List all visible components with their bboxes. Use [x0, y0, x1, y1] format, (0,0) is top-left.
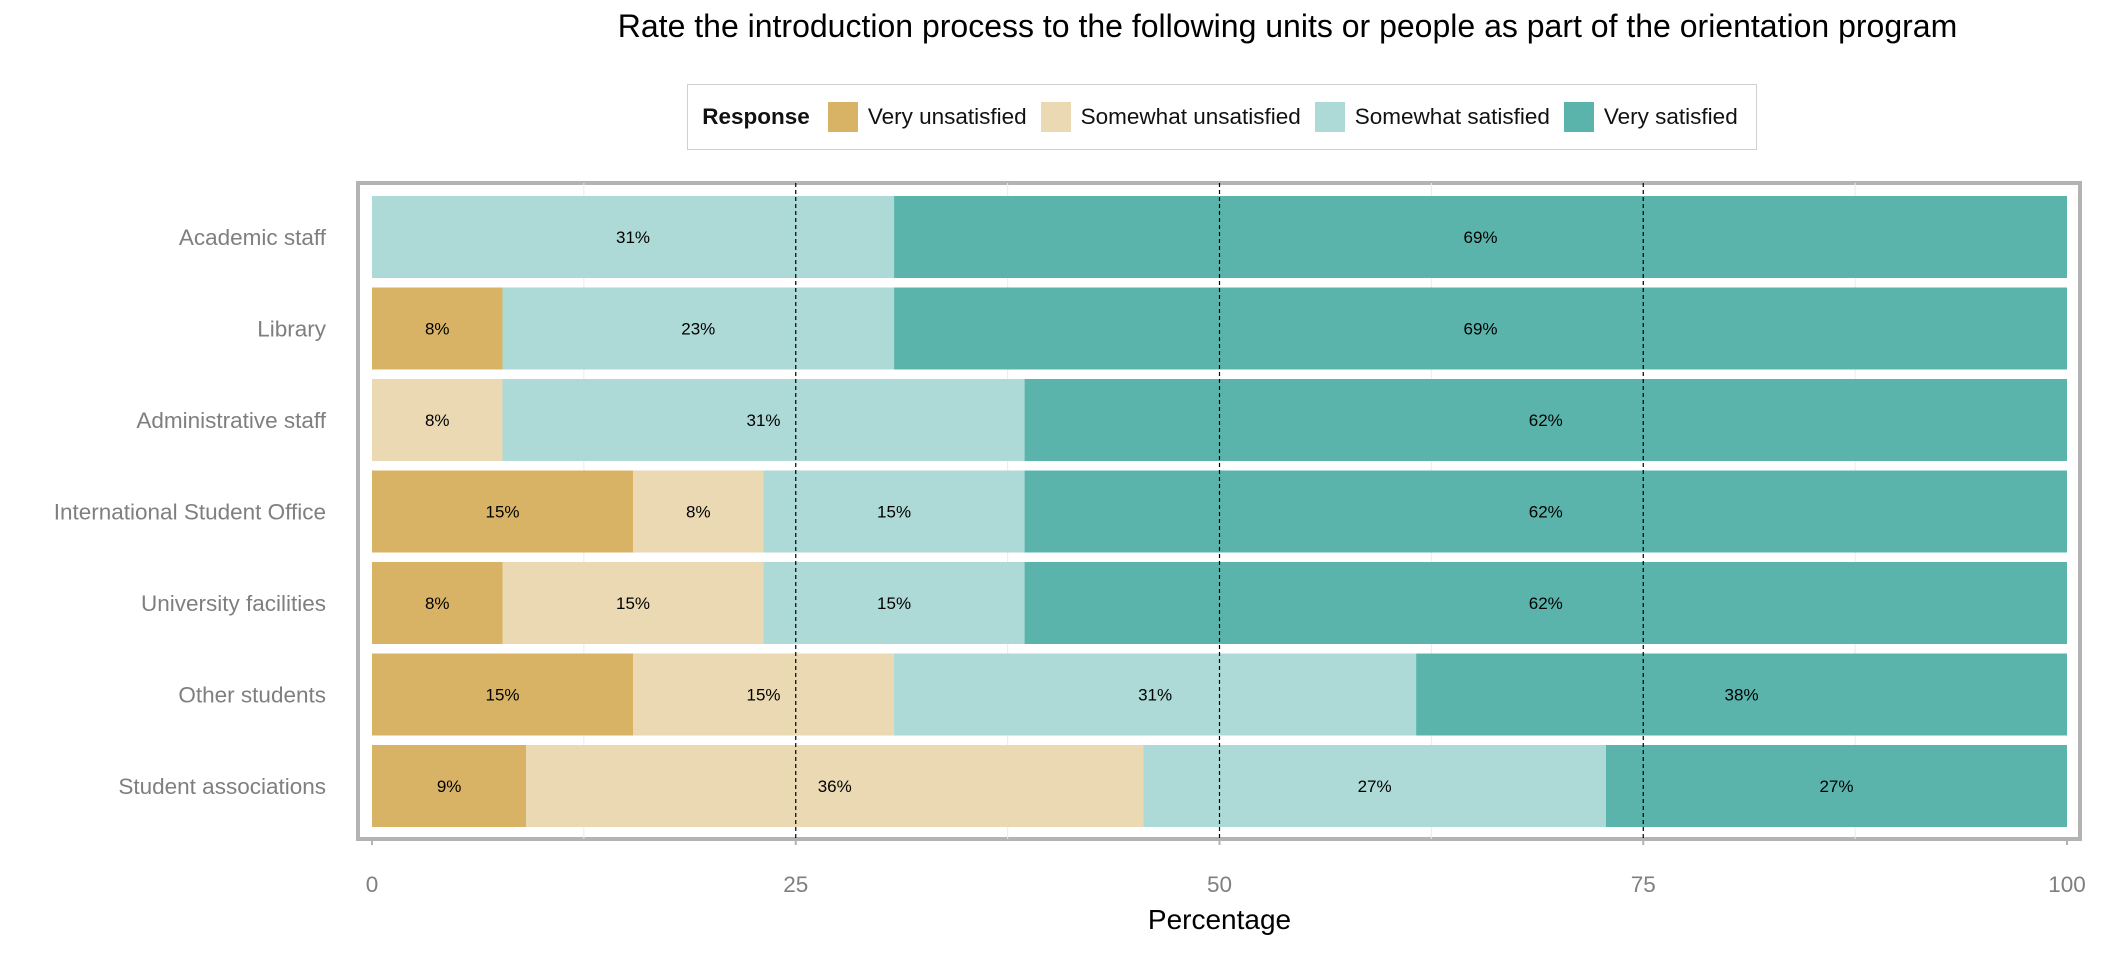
bar-segment: [502, 287, 895, 370]
bar-segment: [372, 196, 895, 278]
data-label: 62%: [1529, 503, 1563, 522]
category-label: Student associations: [118, 774, 326, 799]
legend-item-very-unsatisfied: Very unsatisfied: [827, 102, 1027, 132]
legend-swatch: [1563, 102, 1594, 132]
legend-item-somewhat-unsatisfied: Somewhat unsatisfied: [1040, 102, 1301, 132]
legend-swatch: [827, 102, 858, 132]
bar-segment: [1024, 379, 2067, 461]
category-label: Administrative staff: [136, 408, 326, 433]
bar-segment: [894, 287, 2067, 370]
x-tick-label: 100: [2048, 872, 2086, 897]
data-label: 8%: [425, 594, 450, 613]
bar-segment: [372, 562, 503, 644]
chart-title: Rate the introduction process to the fol…: [617, 8, 1958, 44]
legend-label: Somewhat unsatisfied: [1080, 104, 1301, 129]
data-label: 15%: [877, 503, 911, 522]
data-label: 15%: [747, 686, 781, 705]
data-label: 15%: [485, 503, 519, 522]
data-label: 62%: [1529, 411, 1563, 430]
bar-segment: [1416, 653, 2067, 736]
bar-segment: [1605, 745, 2067, 827]
x-tick-label: 25: [783, 872, 808, 897]
bar-segment: [526, 745, 1144, 827]
legend-label: Somewhat satisfied: [1354, 104, 1550, 129]
data-label: 31%: [1138, 686, 1172, 705]
legend: Response Very unsatisfied Somewhat unsat…: [687, 84, 1757, 150]
category-label: Library: [257, 317, 327, 342]
x-tick-label: 0: [366, 872, 379, 897]
bar-segment: [633, 653, 895, 736]
legend-item-somewhat-satisfied: Somewhat satisfied: [1314, 102, 1550, 132]
data-label: 15%: [877, 594, 911, 613]
category-label: Academic staff: [179, 225, 327, 250]
bar-segment: [372, 653, 634, 736]
data-label: 8%: [686, 503, 711, 522]
data-label: 23%: [681, 320, 715, 339]
legend-swatch: [1040, 102, 1071, 132]
bar-segment: [502, 562, 764, 644]
x-tick-label: 75: [1631, 872, 1656, 897]
category-label: International Student Office: [54, 500, 326, 525]
data-label: 9%: [437, 777, 462, 796]
data-label: 38%: [1725, 686, 1759, 705]
bar-segment: [894, 653, 1417, 736]
bar-segment: [763, 562, 1025, 644]
x-tick-label: 50: [1207, 872, 1232, 897]
data-label: 31%: [616, 228, 650, 247]
data-label: 8%: [425, 411, 450, 430]
data-label: 62%: [1529, 594, 1563, 613]
category-label: University facilities: [141, 591, 326, 616]
legend-title: Response: [702, 104, 810, 129]
data-label: 27%: [1819, 777, 1853, 796]
data-label: 69%: [1464, 320, 1498, 339]
legend-label: Very satisfied: [1603, 104, 1738, 129]
data-label: 15%: [485, 686, 519, 705]
data-label: 69%: [1464, 228, 1498, 247]
bar-segment: [372, 470, 634, 553]
legend-swatch: [1314, 102, 1345, 132]
data-label: 27%: [1358, 777, 1392, 796]
x-axis-title: Percentage: [1148, 904, 1291, 935]
data-label: 31%: [747, 411, 781, 430]
data-label: 15%: [616, 594, 650, 613]
bar-segment: [372, 745, 527, 827]
bar-segment: [502, 379, 1025, 461]
bar-segment: [1024, 470, 2067, 553]
bar-segment: [372, 287, 503, 370]
category-label: Other students: [178, 683, 326, 708]
bar-segment: [763, 470, 1025, 553]
bar-segment: [1024, 562, 2067, 644]
bar-segment: [633, 470, 764, 553]
data-label: 36%: [818, 777, 852, 796]
data-label: 8%: [425, 320, 450, 339]
bar-segment: [1143, 745, 1606, 827]
bar-segment: [372, 379, 503, 461]
legend-item-very-satisfied: Very satisfied: [1563, 102, 1738, 132]
plot-panel-border: [356, 181, 2082, 841]
bar-segment: [894, 196, 2067, 278]
legend-label: Very unsatisfied: [867, 104, 1027, 129]
